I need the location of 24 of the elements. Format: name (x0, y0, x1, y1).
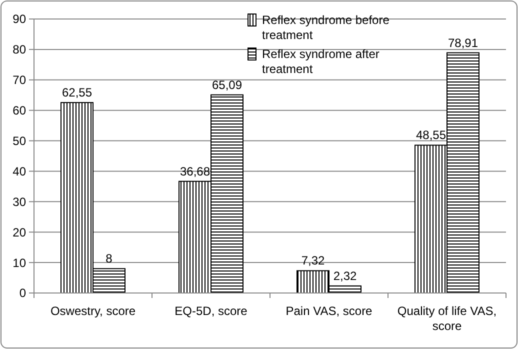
y-tick-label: 30 (12, 194, 26, 209)
x-tick-label: Pain VAS, score (286, 304, 373, 318)
data-label: 65,09 (212, 78, 242, 92)
data-label: 62,55 (62, 86, 92, 100)
legend-label: Reflex syndrome after treatment (262, 47, 380, 76)
y-tick-label: 40 (12, 164, 26, 178)
data-label: 7,32 (301, 254, 325, 268)
y-tick-label: 90 (12, 12, 26, 26)
y-tick-label: 10 (12, 256, 26, 270)
y-tick-label: 0 (19, 286, 26, 300)
y-tick-label: 70 (12, 73, 26, 88)
data-label: 36,68 (180, 164, 210, 178)
y-tick-label: 80 (12, 42, 26, 57)
legend-label: Reflex syndrome before treatment (262, 13, 390, 42)
y-tick-label: 20 (12, 225, 26, 240)
data-label: 8 (106, 252, 113, 266)
x-tick-label: Quality of life VAS, score (397, 304, 497, 333)
data-label: 48,55 (416, 128, 446, 142)
x-tick-label: EQ-5D, score (174, 304, 248, 318)
data-label: 2,32 (333, 268, 357, 283)
x-tick-label: Oswestry, score (50, 304, 136, 318)
data-label: 78,91 (448, 36, 478, 50)
y-tick-label: 50 (12, 134, 26, 148)
y-tick-label: 60 (12, 104, 26, 118)
